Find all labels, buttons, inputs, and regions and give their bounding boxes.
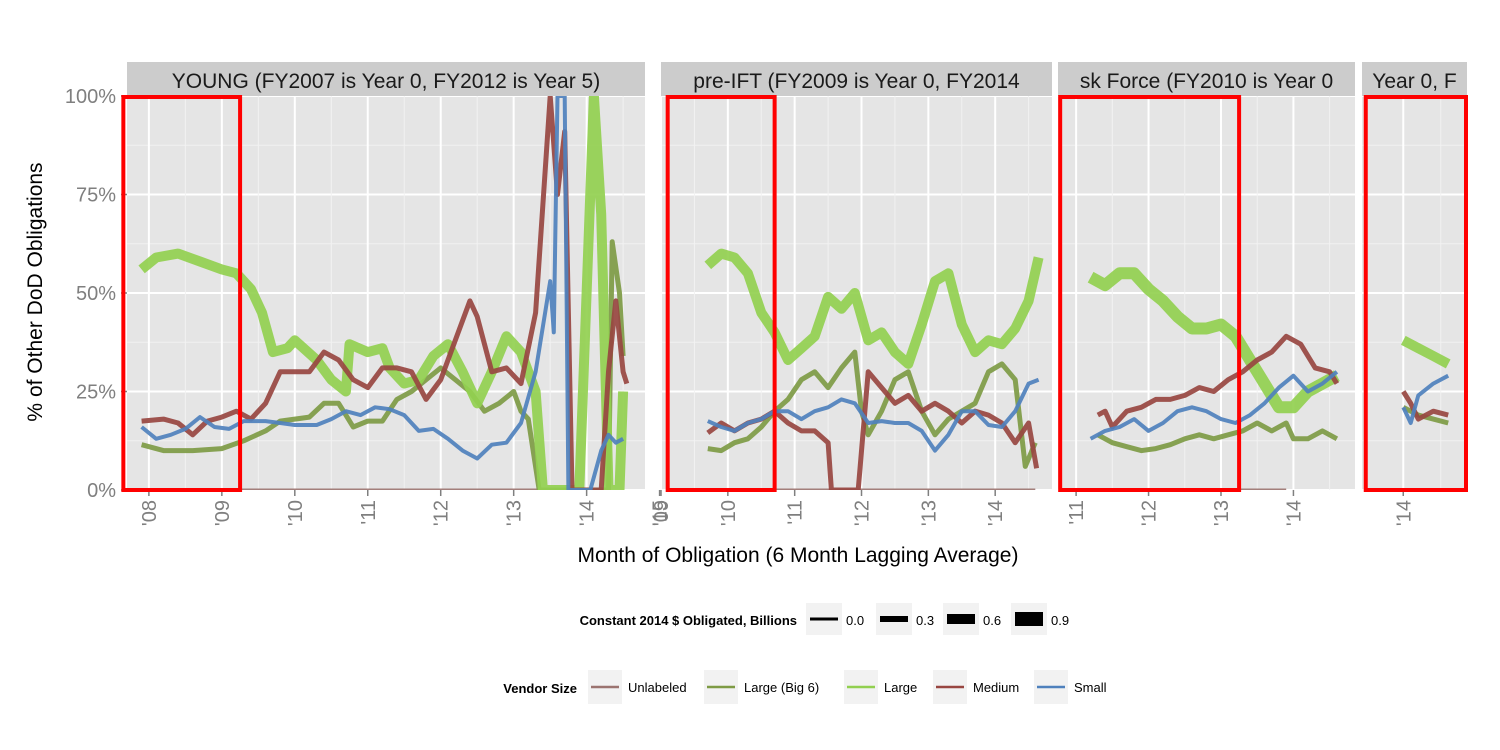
- series-line-medium: [1096, 333, 1340, 430]
- facet-strip: [1058, 62, 1355, 96]
- x-tick-label: '13: [1211, 500, 1233, 526]
- facet-strip-label: Year 0, F: [1372, 70, 1456, 93]
- x-tick-label: '08: [139, 500, 161, 526]
- y-tick-label: 100%: [65, 86, 116, 108]
- facet-strip: [127, 62, 645, 96]
- vendor-size-legend: Vendor Size Unlabeled Large (Big 6) Large Me…: [503, 670, 1107, 704]
- facet-strip-label: sk Force (FY2010 is Year 0: [1080, 70, 1333, 93]
- facet-strip-label: pre-IFT (FY2009 is Year 0, FY2014: [693, 70, 1020, 93]
- panels-layer: 0% 25% 50% 75% 100% '08 '09 '10 '11 '12 '13 '14 '15 Y…: [65, 62, 1468, 526]
- x-tick-label: '14: [577, 500, 599, 526]
- highlight-box: [1058, 95, 1242, 492]
- series-line-small: [1401, 373, 1450, 425]
- facet-strip-label: YOUNG (FY2007 is Year 0, FY2012 is Year …: [172, 70, 600, 93]
- series-group: [138, 96, 630, 490]
- x-tick-label: '11: [358, 500, 380, 525]
- series-group: [1087, 267, 1340, 490]
- series-line-small: [1089, 370, 1339, 441]
- x-tick-label: '13: [918, 500, 940, 526]
- size-legend-title: Constant 2014 $ Obligated, Billions: [580, 613, 797, 628]
- facet-panel: '08 '09 '10 '11 '12 '13 '14 '15 YOUNG (FY2007 is…: [121, 62, 672, 526]
- highlight-box: [121, 95, 243, 492]
- x-tick-label: '12: [431, 500, 453, 526]
- x-tick-label: '12: [1139, 500, 1161, 526]
- facet-panel: '11 '12 '13 '14 sk Force (FY2010 is Year 0: [1058, 62, 1355, 526]
- size-key-label: 0.6: [983, 613, 1001, 628]
- color-key-label: Large: [884, 680, 917, 695]
- y-tick-label: 75%: [76, 185, 116, 207]
- x-tick-label: '14: [985, 500, 1007, 526]
- x-axis-title: Month of Obligation (6 Month Lagging Ave…: [578, 544, 1019, 567]
- color-key-label: Large (Big 6): [744, 680, 819, 695]
- series-line-large-big-6: [140, 239, 626, 490]
- x-tick-label: '10: [285, 500, 307, 526]
- highlight-box: [1363, 95, 1468, 492]
- facet-panel: '09 '10 '11 '12 '13 '14 pre-IFT (FY2009 is Yea…: [651, 62, 1052, 526]
- x-tick-label: '11: [1066, 500, 1088, 525]
- series-line-small: [140, 96, 625, 490]
- series-line-large: [1400, 335, 1451, 369]
- color-key-label: Medium: [973, 680, 1019, 695]
- y-axis-title: % of Other DoD Obligations: [24, 162, 47, 421]
- series-group: [701, 248, 1044, 490]
- vendor-size-legend-title: Vendor Size: [503, 681, 577, 696]
- x-tick-label: '11: [785, 500, 807, 525]
- series-line-large-big-6: [707, 349, 1038, 469]
- size-key-label: 0.0: [846, 613, 864, 628]
- facet-strip: [1362, 62, 1467, 96]
- size-key-label: 0.3: [916, 613, 934, 628]
- color-key-label: Unlabeled: [628, 680, 687, 695]
- x-tick-label: '10: [718, 500, 740, 526]
- y-tick-label: 25%: [76, 382, 116, 404]
- y-tick-label: 0%: [87, 480, 116, 502]
- facet-panel: '14 Year 0, F: [1362, 62, 1468, 526]
- y-tick-label: 50%: [76, 283, 116, 305]
- x-tick-label: '09: [651, 500, 673, 526]
- series-line-large: [1087, 267, 1340, 414]
- x-tick-label: '12: [852, 500, 874, 526]
- highlight-box: [665, 95, 777, 492]
- facet-strip: [661, 62, 1052, 96]
- size-legend: Constant 2014 $ Obligated, Billions 0.0 0.…: [580, 603, 1069, 635]
- x-tick-label: '14: [1283, 500, 1305, 526]
- y-axis: 0% 25% 50% 75% 100%: [65, 86, 127, 502]
- series-line-large-big-6: [1096, 420, 1339, 454]
- x-tick-label: '14: [1393, 500, 1415, 526]
- series-line-large: [704, 248, 1044, 369]
- color-key-label: Small: [1074, 680, 1107, 695]
- series-line-small: [706, 377, 1040, 453]
- x-tick-label: '09: [212, 500, 234, 526]
- size-key-label: 0.9: [1051, 613, 1069, 628]
- series-line-medium: [1401, 390, 1449, 422]
- x-tick-label: '15: [650, 500, 672, 526]
- x-tick-label: '13: [504, 500, 526, 526]
- series-group: [1400, 335, 1451, 490]
